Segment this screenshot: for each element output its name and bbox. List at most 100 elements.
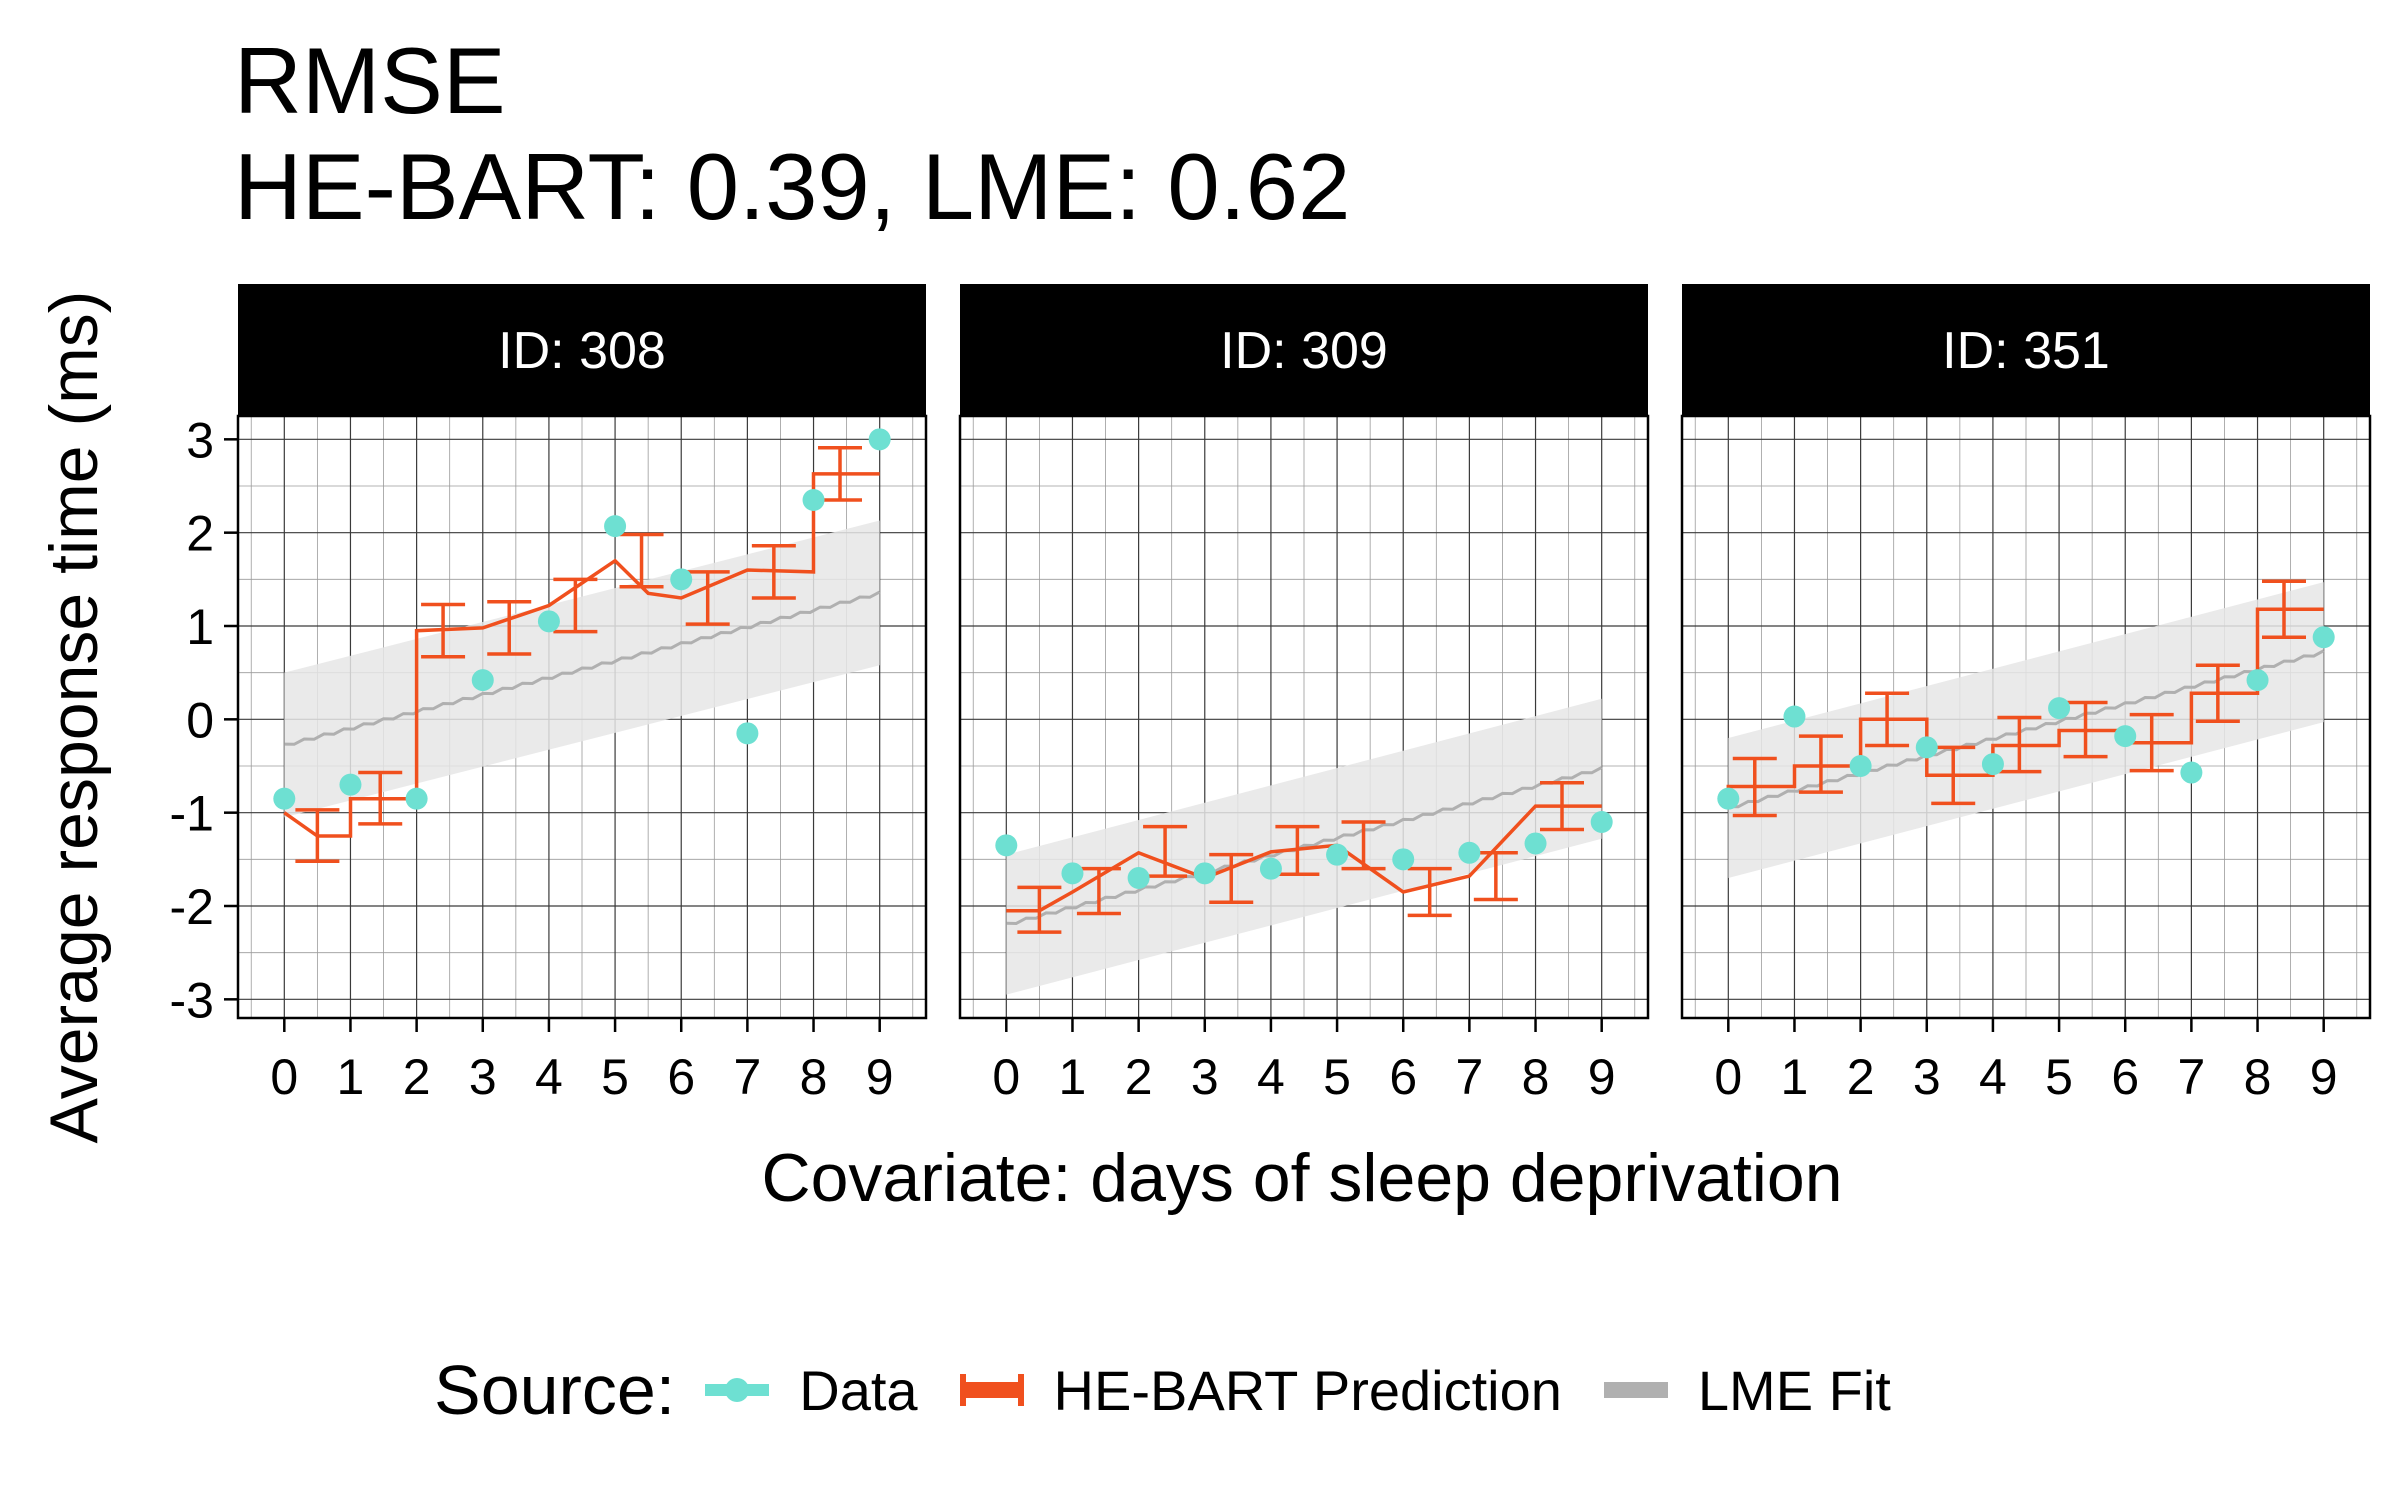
x-tick-label: 2 <box>1847 1049 1875 1105</box>
panel-2: ID: 309 0 1 2 3 4 5 6 7 8 9 <box>958 284 1650 1105</box>
strip-label: ID: 308 <box>498 322 666 380</box>
x-axis-label: Covariate: days of sleep deprivation <box>761 1140 1843 1216</box>
x-tick-label: 3 <box>469 1049 497 1105</box>
he-bart-error-bar <box>1997 715 2042 774</box>
x-tick-label: 0 <box>1714 1049 1742 1105</box>
y-tick-label: 2 <box>186 506 214 562</box>
he-bart-error-bar <box>1209 852 1254 905</box>
legend-item-lme: LME Fit <box>1603 1358 1891 1423</box>
x-tick-label: 6 <box>2111 1049 2139 1105</box>
he-bart-error-bar <box>1732 756 1777 818</box>
he-bart-error-bar <box>619 532 664 589</box>
x-tick-label: 8 <box>800 1049 828 1105</box>
data-point <box>1061 862 1084 885</box>
he-bart-error-bar <box>1275 824 1320 877</box>
he-bart-prediction-line <box>1726 607 2324 799</box>
strip-background <box>238 284 926 416</box>
data-point <box>1590 811 1613 833</box>
panel-3: ID: 351 0 1 2 3 4 5 6 7 8 9 <box>1680 284 2372 1105</box>
x-tick-label: 9 <box>1588 1049 1616 1105</box>
he-bart-error-bar <box>2262 579 2306 639</box>
x-tick-label: 5 <box>2045 1049 2073 1105</box>
he-bart-error-bar <box>2129 712 2174 773</box>
lme-fit-line <box>1728 649 2325 809</box>
data-point <box>1717 787 1740 810</box>
x-tick-label: 7 <box>733 1049 761 1105</box>
legend-item-data: Data <box>705 1358 918 1423</box>
data-point <box>1392 848 1415 871</box>
strip-background <box>1682 284 2370 416</box>
panel-border <box>236 414 928 1020</box>
x-tick-label: 2 <box>1125 1049 1153 1105</box>
data-point <box>1326 843 1349 866</box>
he-bart-error-bar <box>2195 663 2240 723</box>
legend-key-data <box>705 1360 770 1420</box>
x-tick-label: 3 <box>1913 1049 1941 1105</box>
x-tick-label: 9 <box>866 1049 894 1105</box>
data-point <box>604 515 627 538</box>
strip-label: ID: 309 <box>1220 322 1388 380</box>
lme-fit-line <box>1006 766 1603 926</box>
he-bart-error-bar <box>1473 851 1518 902</box>
x-tick-label: 0 <box>992 1049 1020 1105</box>
data-point <box>1193 862 1216 885</box>
strip-label: ID: 351 <box>1942 322 2110 380</box>
x-tick-label: 4 <box>535 1049 563 1105</box>
data-point <box>1981 753 2004 776</box>
data-point <box>670 568 693 591</box>
legend-key-prediction <box>959 1360 1024 1420</box>
he-bart-error-bar <box>421 602 466 659</box>
x-tick-label: 8 <box>2244 1049 2272 1105</box>
panel-border <box>958 414 1650 1020</box>
y-tick-label: -2 <box>170 879 214 935</box>
y-tick-label: 3 <box>186 412 214 468</box>
y-tick-label: -3 <box>170 972 214 1028</box>
y-tick-label: 1 <box>186 599 214 655</box>
data-point <box>405 787 428 810</box>
lme-fit-line <box>284 590 881 746</box>
y-tick-label: -1 <box>170 786 214 842</box>
data-point <box>2048 697 2071 720</box>
he-bart-error-bar <box>358 770 403 826</box>
x-tick-label: 0 <box>270 1049 298 1105</box>
data-point <box>537 610 560 633</box>
strip-background <box>960 284 1648 416</box>
chart-title: RMSE <box>234 28 506 133</box>
x-tick-label: 6 <box>667 1049 695 1105</box>
x-tick-label: 9 <box>2310 1049 2338 1105</box>
legend-title: Source: <box>434 1351 676 1429</box>
legend-label-lme: LME Fit <box>1697 1358 1891 1422</box>
x-tick-label: 5 <box>601 1049 629 1105</box>
he-bart-prediction-line <box>283 472 880 838</box>
he-bart-error-bar <box>1865 691 1910 748</box>
he-bart-error-bar <box>1798 734 1843 794</box>
data-point <box>2180 761 2203 784</box>
x-tick-label: 7 <box>2177 1049 2205 1105</box>
data-point <box>273 787 296 810</box>
data-point <box>736 722 759 745</box>
data-point <box>1458 841 1481 864</box>
legend-item-prediction: HE-BART Prediction <box>959 1358 1562 1423</box>
panel-border <box>1680 414 2372 1020</box>
x-tick-label: 4 <box>1257 1049 1285 1105</box>
he-bart-error-bar <box>487 599 532 656</box>
data-point <box>1849 755 1872 777</box>
he-bart-error-bar <box>2063 700 2108 759</box>
legend-label-prediction: HE-BART Prediction <box>1053 1358 1562 1422</box>
he-bart-error-bar <box>818 445 862 502</box>
he-bart-error-bar <box>751 543 796 600</box>
legend-key-lme <box>1603 1360 1668 1420</box>
data-point <box>471 669 494 692</box>
data-point <box>1259 857 1282 880</box>
legend: Source: Data HE-BART Prediction LME Fit <box>434 1350 1933 1430</box>
data-point <box>802 489 825 511</box>
data-point <box>1783 705 1806 728</box>
data-point <box>1915 736 1938 759</box>
x-tick-label: 7 <box>1455 1049 1483 1105</box>
x-tick-label: 5 <box>1323 1049 1351 1105</box>
he-bart-error-bar <box>1931 745 1976 806</box>
x-tick-label: 3 <box>1191 1049 1219 1105</box>
data-point <box>2246 669 2269 692</box>
